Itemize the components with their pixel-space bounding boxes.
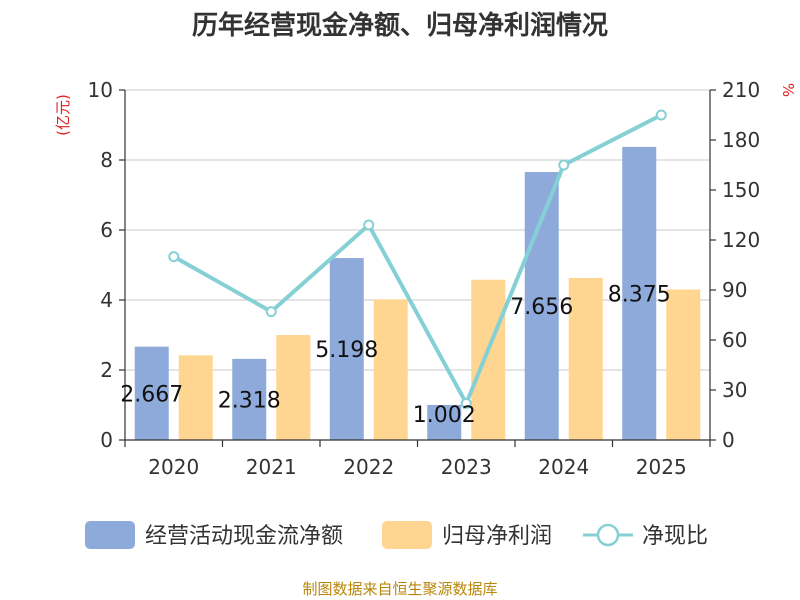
gridlines: [125, 89, 710, 371]
x-tick-label: 2024: [538, 455, 589, 479]
right-tick-label: 180: [722, 128, 760, 152]
legend-label-net-profit: 归母净利润: [442, 524, 552, 549]
right-tick-label: 60: [722, 328, 747, 352]
bar-operating-cash-flow: [232, 358, 267, 440]
ratio-point: [558, 159, 570, 171]
right-tick-label: 90: [722, 278, 747, 302]
ratio-point: [655, 109, 667, 121]
data-labels: 2.667 2.318 5.198 1.002 7.656 8.375: [120, 282, 670, 428]
bar-net-profit: [373, 299, 408, 440]
data-label-operating-cash-flow: 8.375: [608, 282, 671, 307]
right-axis-unit: %: [779, 83, 797, 97]
data-label-operating-cash-flow: 2.318: [218, 388, 281, 413]
legend: 经营活动现金流净额 归母净利润 净现比: [85, 521, 708, 549]
left-tick-label: 2: [100, 358, 113, 382]
bar-net-profit: [471, 279, 506, 440]
legend-label-ratio: 净现比: [642, 524, 708, 549]
data-label-operating-cash-flow: 2.667: [120, 382, 183, 407]
right-tick-label: 30: [722, 378, 747, 402]
axes: 0 2 4 6 8 10 0 30 60 90 120 150 180 210 2020 2021 2022 20…: [88, 78, 761, 479]
right-tick-label: 150: [722, 178, 760, 202]
bar-net-profit: [568, 277, 603, 440]
left-tick-label: 6: [100, 218, 113, 242]
source-note: 制图数据来自恒生聚源数据库: [302, 580, 497, 598]
data-label-operating-cash-flow: 5.198: [315, 338, 378, 363]
bar-net-profit: [178, 355, 213, 440]
legend-swatch-net-profit: [382, 521, 432, 549]
data-label-operating-cash-flow: 1.002: [413, 403, 476, 428]
x-tick-label: 2020: [148, 455, 199, 479]
bar-operating-cash-flow: [134, 346, 169, 440]
left-axis-unit: (亿元): [54, 94, 72, 136]
left-tick-label: 10: [88, 78, 113, 102]
left-tick-label: 0: [100, 428, 113, 452]
bar-operating-cash-flow: [622, 146, 657, 440]
bars: [134, 146, 701, 441]
bar-operating-cash-flow: [427, 404, 462, 440]
bar-operating-cash-flow: [329, 258, 364, 440]
x-tick-label: 2021: [246, 455, 297, 479]
legend-swatch-ratio-marker: [596, 523, 620, 547]
x-tick-label: 2023: [441, 455, 492, 479]
x-tick-label: 2022: [343, 455, 394, 479]
ratio-point: [460, 397, 472, 409]
ratio-point: [265, 306, 277, 318]
right-tick-label: 210: [722, 78, 760, 102]
left-tick-label: 8: [100, 148, 113, 172]
ratio-point: [363, 219, 375, 231]
ratio-point: [168, 251, 180, 263]
chart-title: 历年经营现金净额、归母净利润情况: [192, 10, 608, 41]
bar-net-profit: [666, 289, 701, 440]
right-tick-label: 120: [722, 228, 760, 252]
legend-label-operating-cash-flow: 经营活动现金流净额: [145, 524, 343, 549]
right-tick-label: 0: [722, 428, 735, 452]
bar-net-profit: [276, 335, 311, 440]
ratio-line-path: [172, 113, 663, 406]
left-tick-label: 4: [100, 288, 113, 312]
legend-swatch-operating-cash-flow: [85, 521, 135, 549]
x-tick-label: 2025: [636, 455, 687, 479]
data-label-operating-cash-flow: 7.656: [510, 295, 573, 320]
ratio-line: [168, 109, 667, 409]
